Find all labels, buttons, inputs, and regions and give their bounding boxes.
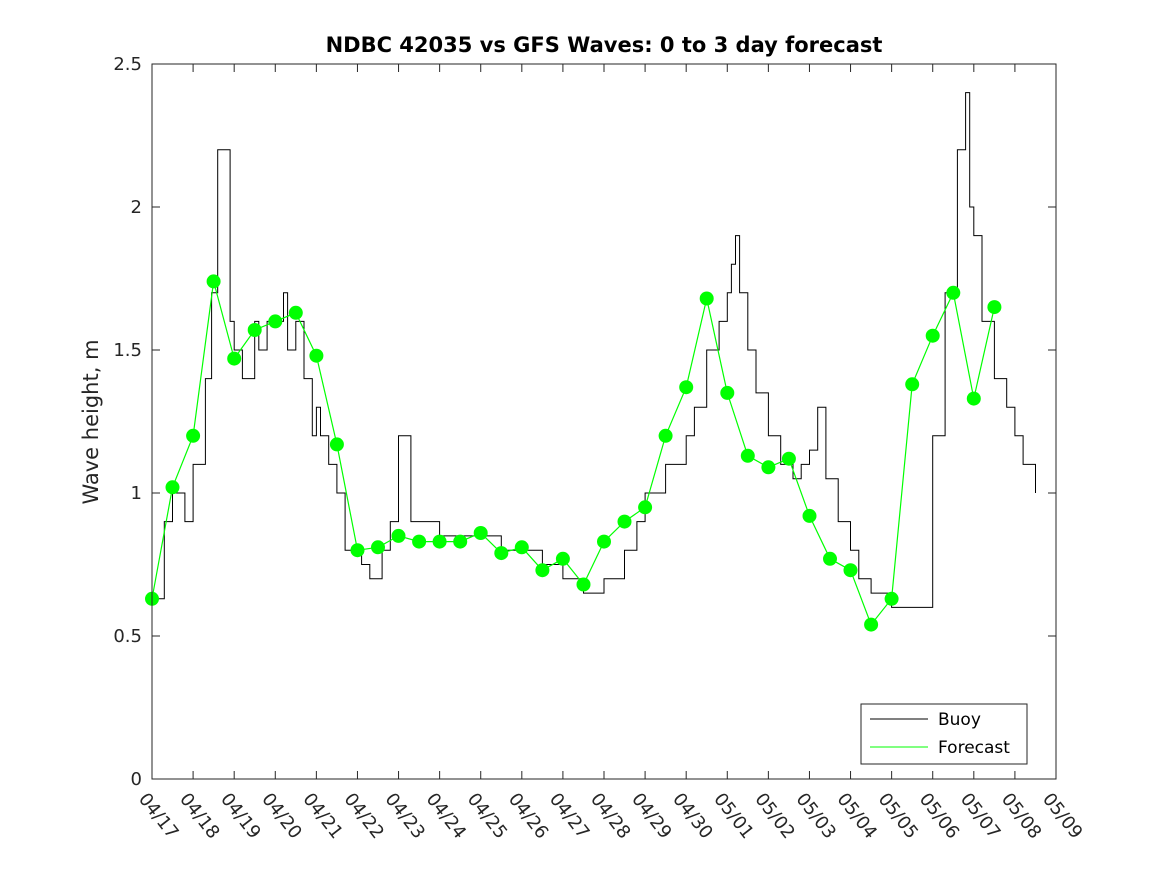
forecast-point (946, 285, 961, 300)
forecast-point (227, 351, 242, 366)
forecast-point (925, 328, 940, 343)
y-tick-label: 0.5 (113, 626, 142, 647)
forecast-point (638, 500, 653, 515)
forecast-point (987, 300, 1002, 315)
y-tick-label: 1 (131, 483, 142, 504)
forecast-point (247, 323, 262, 337)
forecast-point (329, 437, 344, 452)
forecast-point (720, 385, 735, 400)
buoy-series-line (152, 92, 1036, 608)
forecast-point (350, 543, 365, 558)
forecast-point (658, 428, 673, 443)
forecast-point (206, 274, 221, 289)
forecast-point (412, 534, 427, 549)
chart-title: NDBC 42035 vs GFS Waves: 0 to 3 day fore… (326, 33, 883, 57)
forecast-point (309, 348, 324, 363)
forecast-point (843, 563, 858, 578)
y-tick-label: 2.5 (113, 54, 142, 75)
legend: Buoy Forecast (860, 703, 1028, 765)
y-tick-label: 1.5 (113, 340, 142, 361)
forecast-point (535, 563, 550, 578)
forecast-point (186, 428, 201, 443)
forecast-point (617, 514, 632, 529)
forecast-point (740, 448, 755, 463)
forecast-point (884, 591, 899, 606)
forecast-point (823, 551, 837, 566)
forecast-point (781, 451, 796, 466)
legend-buoy-label: Buoy (938, 710, 981, 730)
forecast-point (864, 617, 879, 632)
forecast-point (391, 528, 406, 543)
forecast-point (761, 460, 776, 475)
forecast-point (453, 534, 468, 549)
forecast-point (494, 546, 509, 561)
forecast-point (679, 380, 694, 395)
forecast-point (288, 305, 303, 320)
forecast-point (802, 508, 817, 523)
forecast-point (576, 577, 591, 592)
forecast-point (966, 391, 981, 406)
forecast-point (371, 540, 385, 555)
y-axis-title: Wave height, m (79, 339, 103, 504)
forecast-point (432, 534, 447, 549)
forecast-point (555, 551, 570, 566)
y-tick-label: 2 (131, 197, 142, 218)
forecast-point (597, 534, 611, 549)
legend-box (860, 703, 1028, 765)
legend-forecast-label: Forecast (938, 738, 1010, 758)
forecast-point (905, 377, 920, 392)
y-tick-label: 0 (131, 769, 142, 790)
forecast-point (699, 291, 714, 306)
forecast-point (165, 480, 180, 495)
forecast-point (268, 314, 283, 329)
forecast-point (514, 540, 529, 555)
forecast-point (473, 526, 488, 540)
plot-frame (151, 63, 1057, 780)
